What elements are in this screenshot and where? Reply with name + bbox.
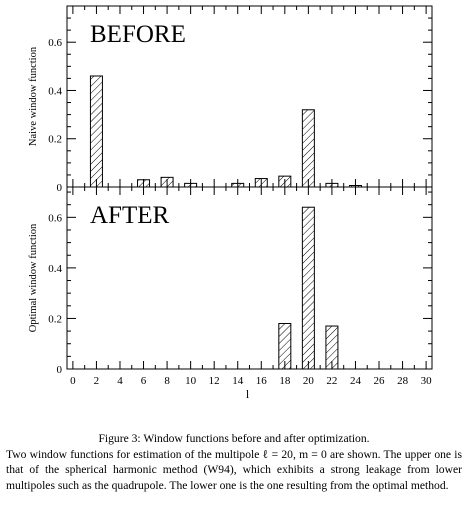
x-tick-label: 18 [279, 375, 291, 387]
y-axis-label: Naive window function [28, 46, 39, 146]
y-tick-label: 0.2 [48, 313, 62, 325]
x-tick-label: 12 [209, 375, 220, 387]
x-tick-label: 8 [164, 375, 170, 387]
x-tick-label: 10 [185, 375, 197, 387]
bar [160, 176, 174, 188]
bar [301, 109, 315, 188]
x-tick-label: 2 [94, 375, 100, 387]
bar [231, 182, 245, 188]
panel-label: AFTER [90, 202, 170, 229]
panel-label: BEFORE [90, 21, 186, 48]
bar [301, 206, 315, 370]
caption-body: Two window functions for estimation of t… [6, 447, 462, 492]
x-tick-label: 16 [256, 375, 268, 387]
before-panel: 0 0.2 0.4 0.6 Naive window function BEFORE [28, 5, 433, 194]
x-tick-label: 4 [117, 375, 123, 387]
x-tick-label: 22 [326, 375, 337, 387]
x-tick-label: 20 [303, 375, 315, 387]
x-tick-label: 26 [374, 375, 386, 387]
bar [137, 179, 151, 188]
x-tick-label: 0 [70, 375, 76, 387]
bar [184, 182, 198, 188]
bar [325, 182, 339, 188]
x-tick-label: 24 [350, 375, 362, 387]
y-tick-label: 0.2 [48, 134, 62, 146]
bar [325, 325, 339, 370]
bar [278, 323, 292, 370]
x-tick-label: 30 [421, 375, 433, 387]
y-tick-label: 0 [57, 182, 63, 194]
x-tick-label: 14 [232, 375, 244, 387]
y-tick-label: 0 [57, 364, 63, 376]
bar [278, 175, 292, 188]
after-panel: 00.20.40.60 2 4 6 8 10 12 14 16 18 20 22 24 26 28 30lOp… [28, 186, 433, 401]
y-tick-label: 0.6 [48, 37, 62, 49]
y-tick-label: 0.4 [48, 85, 62, 97]
x-tick-label: 28 [397, 375, 409, 387]
caption-title: Figure 3: Window functions before and af… [98, 432, 370, 445]
y-tick-label: 0.4 [48, 263, 62, 275]
figure-caption: Figure 3: Window functions before and af… [6, 431, 462, 493]
x-tick-label: 6 [141, 375, 147, 387]
y-tick-label: 0.6 [48, 212, 62, 224]
bar [89, 75, 103, 188]
y-axis-label: Optimal window function [28, 223, 39, 332]
x-axis-label: l [246, 387, 250, 401]
bar [254, 178, 268, 188]
